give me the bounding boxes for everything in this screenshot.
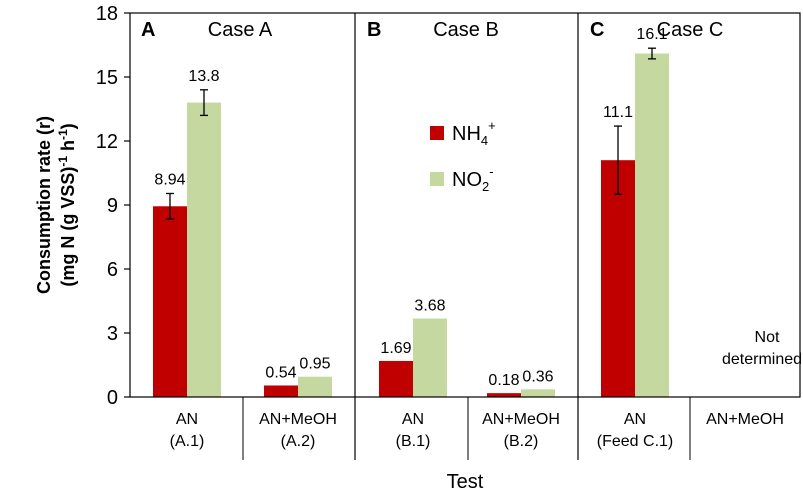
value-label-nh4-group-1: 8.94 [154,171,185,188]
panel-title-C: Case C [657,19,724,41]
panel-title-B: Case B [433,19,499,41]
value-label-nh4-group-2: 0.54 [265,364,296,381]
panel-letter-C: C [590,19,604,41]
bar-nh4-group-3 [379,360,413,397]
plot-frame [129,12,801,398]
y-tick-label-3: 3 [107,323,118,345]
panel-dividers [354,13,579,460]
bar-nh4-group-2 [264,385,298,397]
x-tick-label-group-5: AN [624,411,646,428]
y-tick-label-12: 12 [96,131,118,153]
x-tick-label-group-3: AN [402,411,424,428]
x-tick-label-group-2: AN+MeOH [259,411,337,428]
panel-letter-B: B [367,19,381,41]
value-label-nh4-group-4: 0.18 [488,372,519,389]
not-determined-line2: determined [722,351,802,368]
y-axis-title-line1: Consumption rate (r) [34,116,54,294]
value-label-no2-group-3: 3.68 [414,297,445,314]
panel-title-A: Case A [208,19,273,41]
bar-no2-group-2 [298,376,332,397]
value-label-nh4-group-5: 11.1 [603,104,633,121]
panel-titles: A Case A B Case B C Case C [141,19,723,41]
bars [153,53,669,398]
value-label-no2-group-2: 0.95 [299,356,330,373]
legend: NH4+ NO2- [430,118,496,194]
y-axis: 0 3 6 9 12 15 18 [96,3,130,409]
y-tick-label-18: 18 [96,3,118,25]
y-tick-label-6: 6 [107,259,118,281]
x-tick-sublabel-group-4: (B.2) [504,433,539,450]
x-tick-label-group-4: AN+MeOH [482,411,560,428]
bar-nh4-group-4 [487,393,521,397]
value-label-no2-group-4: 0.36 [522,368,553,385]
x-axis-title: Test [447,471,484,493]
x-tick-label-group-6: AN+MeOH [706,411,784,428]
not-determined-line1: Not [755,329,780,346]
legend-label-no2: NO2- [452,164,494,194]
value-label-no2-group-5: 16.1 [636,26,667,43]
value-labels: 8.94 13.8 0.540.95 1.69 3.68 0.18 0.36 11.1 16.1 [154,26,667,389]
y-tick-label-0: 0 [107,387,118,409]
panel-letter-A: A [141,19,155,41]
x-tick-sublabel-group-3: (B.1) [396,433,431,450]
value-label-nh4-group-3: 1.69 [380,340,411,357]
legend-label-nh4: NH4+ [452,118,496,148]
x-tick-sublabel-group-2: (A.2) [281,433,316,450]
y-axis-title-line2: (mg N (g VSS)-1 h-1) [56,123,78,286]
legend-swatch-nh4 [430,126,444,140]
bar-no2-group-3 [413,318,447,397]
bar-nh4-group-1 [153,206,187,397]
bar-no2-group-5 [635,53,669,398]
y-tick-label-9: 9 [107,195,118,217]
bar-no2-group-4 [521,389,555,397]
x-tick-label-group-1: AN [176,411,198,428]
x-axis: AN (A.1) AN+MeOH (A.2) AN (B.1) AN+MeOH (B.2) AN… [170,397,784,460]
x-tick-sublabel-group-1: (A.1) [170,433,205,450]
x-tick-sublabel-group-5: (Feed C.1) [597,433,673,450]
bar-nh4-group-5 [601,160,635,397]
y-tick-label-15: 15 [96,67,118,89]
error-bars [166,47,656,220]
bar-no2-group-1 [187,102,221,397]
value-label-no2-group-1: 13.8 [188,68,219,85]
legend-swatch-no2 [430,172,444,186]
